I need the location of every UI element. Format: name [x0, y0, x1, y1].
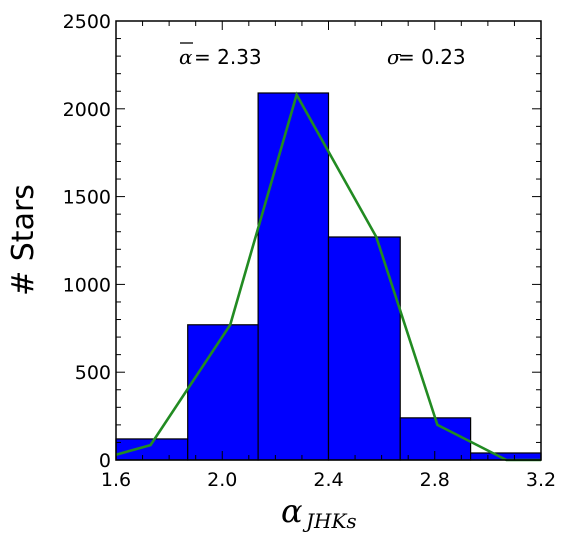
y-tick-label: 0 [99, 450, 111, 472]
y-tick-label: 1500 [63, 187, 111, 209]
mean-symbol: α [179, 45, 193, 69]
fit-curve [115, 91, 541, 462]
sigma-symbol: σ [387, 45, 402, 69]
sigma-value: = 0.23 [398, 45, 466, 69]
mean-value: = 2.33 [194, 45, 262, 69]
x-tick-label: 2.8 [420, 469, 450, 491]
x-axis-label-symbol: α [281, 492, 303, 530]
mean-annotation: α = 2.33 [179, 42, 262, 69]
x-axis-label-subscript: JHKs [302, 509, 357, 533]
x-axis-label: α JHKs [281, 492, 357, 533]
x-tick-label: 2.0 [207, 469, 237, 491]
y-tick-label: 2000 [63, 99, 111, 121]
sigma-annotation: σ = 0.23 [387, 45, 466, 69]
y-tick-label: 2500 [63, 11, 111, 33]
x-tick-label: 2.4 [313, 469, 343, 491]
histogram-bar-5 [399, 417, 472, 461]
y-axis-label: # Stars [6, 184, 41, 296]
y-tick-label: 500 [75, 362, 111, 384]
x-tick-label: 3.2 [526, 469, 556, 491]
histogram-bar-4 [327, 236, 401, 461]
histogram-bar-3 [257, 92, 330, 461]
histogram-bar-2 [187, 324, 259, 461]
x-tick-label: 1.6 [101, 469, 131, 491]
y-tick-label: 1000 [63, 274, 111, 296]
